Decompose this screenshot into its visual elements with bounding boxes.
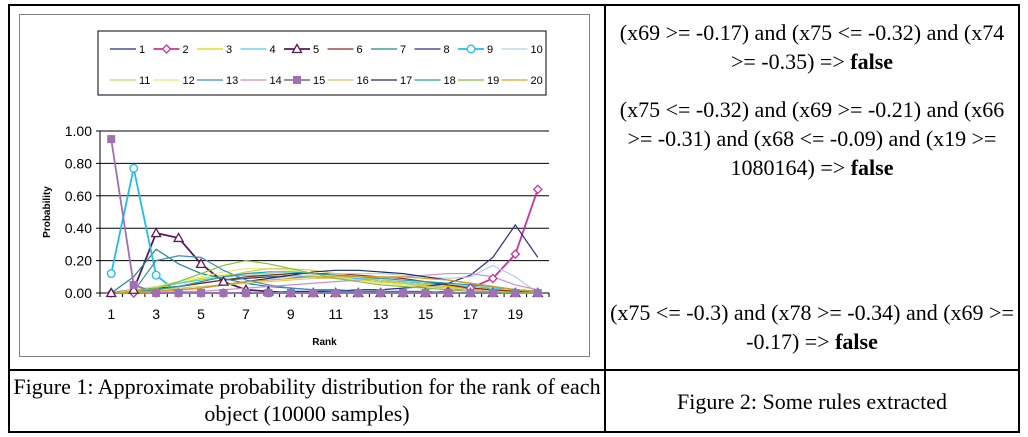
x-tick-label: 19: [508, 306, 524, 322]
y-tick-label: 0.80: [65, 155, 92, 171]
legend-label-18: 18: [444, 75, 456, 87]
series-point-9: [106, 269, 116, 279]
legend-marker-5: [291, 43, 303, 54]
chart-container: 0.00 0.20 0.40 0.60 0.80 1.00 1 3 5 7 9 11 13 15 17 19 R…: [19, 14, 590, 357]
legend-label-3: 3: [226, 44, 232, 56]
series-line-4: [111, 274, 538, 294]
series-point-15: [399, 289, 408, 297]
legend-label-5: 5: [313, 44, 319, 56]
x-tick-label: 11: [328, 306, 343, 322]
legend-label-19: 19: [487, 75, 499, 87]
series-point-15: [376, 289, 385, 297]
rule-1-text: (x69 >= -0.17) and (x75 <= -0.32) and (x…: [619, 20, 1005, 74]
x-tick-label: 13: [373, 306, 389, 322]
series-point-15: [219, 289, 228, 297]
series-point-15: [443, 289, 452, 297]
series-point-2: [532, 184, 543, 195]
series-point-5: [195, 258, 207, 268]
series-point-15: [466, 289, 475, 297]
series-point-15: [286, 289, 295, 297]
series-point-15: [107, 135, 116, 144]
legend-label-17: 17: [400, 75, 412, 87]
legend-label-2: 2: [183, 44, 189, 56]
figure-1-caption: Figure 1: Approximate probability distri…: [13, 374, 601, 426]
series-line-15: [110, 138, 538, 294]
legend-label-14: 14: [270, 75, 282, 87]
series-point-5: [217, 275, 230, 286]
legend-label-8: 8: [444, 44, 450, 56]
y-tick-label: 0.20: [65, 253, 92, 269]
rule-3-text: (x75 <= -0.3) and (x78 >= -0.34) and (x6…: [610, 300, 1014, 354]
y-tick-label: 0.60: [65, 188, 92, 204]
legend-label-7: 7: [400, 44, 406, 56]
x-tick-label: 17: [463, 306, 479, 322]
x-tick-label: 3: [152, 306, 160, 322]
x-tick-label: 5: [197, 306, 205, 322]
legend-label-11: 11: [139, 75, 150, 87]
x-tick-label: 9: [287, 306, 295, 322]
series-point-15: [488, 289, 497, 297]
legend-label-15: 15: [313, 75, 325, 87]
table-divider-horizontal: [8, 369, 1020, 371]
series-point-15: [129, 280, 138, 289]
figure-2-caption: Figure 2: Some rules extracted: [676, 389, 948, 414]
rule-2-text: (x75 <= -0.32) and (x69 >= -0.21) and (x…: [619, 97, 1005, 180]
rule-3-result: false: [835, 329, 878, 354]
rule-3: (x75 <= -0.3) and (x78 >= -0.34) and (x6…: [606, 298, 1018, 356]
series-point-15: [309, 289, 318, 297]
rule-1: (x69 >= -0.17) and (x75 <= -0.32) and (x…: [606, 18, 1018, 76]
figure-table: [8, 4, 1020, 433]
series-point-15: [152, 289, 161, 297]
x-tick-label: 7: [242, 306, 250, 322]
x-tick-label: 1: [107, 306, 115, 322]
series-point-15: [174, 289, 183, 297]
legend-marker-9: [466, 44, 476, 54]
rule-2-result: false: [850, 155, 894, 180]
y-tick-label: 0.40: [65, 220, 92, 236]
legend-label-1: 1: [139, 44, 145, 56]
series-point-9: [151, 270, 161, 280]
rule-1-result: false: [850, 49, 894, 74]
x-axis-title: Rank: [312, 337, 337, 348]
legend-label-12: 12: [183, 75, 195, 87]
legend-label-20: 20: [531, 75, 543, 87]
legend-label-4: 4: [270, 44, 276, 56]
x-tick-label: 15: [418, 306, 434, 322]
series-line-18: [111, 271, 538, 294]
series-point-5: [105, 287, 117, 298]
legend-label-13: 13: [226, 75, 238, 87]
series-point-15: [197, 289, 206, 297]
legend-marker-15: [293, 76, 301, 84]
probability-line-chart: 0.000.200.400.600.801.001 3 5 7 9 11 13 15 17 19R…: [42, 30, 550, 348]
series-point-15: [264, 289, 273, 297]
legend-marker-2: [161, 44, 172, 54]
y-tick-label: 1.00: [65, 123, 92, 139]
y-tick-label: 0.00: [65, 285, 92, 301]
legend-label-9: 9: [487, 44, 493, 56]
legend-label-10: 10: [531, 44, 543, 56]
series-point-5: [150, 227, 162, 238]
series-point-2: [487, 273, 498, 284]
legend-label-6: 6: [357, 44, 363, 56]
series-point-15: [331, 289, 340, 297]
series-point-5: [128, 283, 140, 294]
series-point-2: [510, 249, 521, 260]
series-point-15: [511, 289, 520, 297]
table-divider-vertical: [604, 4, 606, 433]
series-point-15: [354, 289, 363, 297]
series-point-15: [421, 289, 430, 297]
rule-2: (x75 <= -0.32) and (x69 >= -0.21) and (x…: [606, 95, 1018, 182]
series-point-15: [533, 289, 542, 297]
series-point-5: [172, 232, 185, 243]
legend-box: [97, 30, 547, 96]
y-axis-title: Probability: [42, 186, 53, 238]
legend-label-16: 16: [357, 75, 369, 87]
series-point-15: [241, 289, 250, 297]
series-point-9: [129, 163, 139, 173]
